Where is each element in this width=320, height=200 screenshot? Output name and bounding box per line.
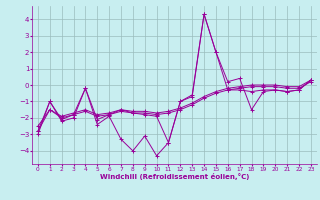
X-axis label: Windchill (Refroidissement éolien,°C): Windchill (Refroidissement éolien,°C): [100, 173, 249, 180]
